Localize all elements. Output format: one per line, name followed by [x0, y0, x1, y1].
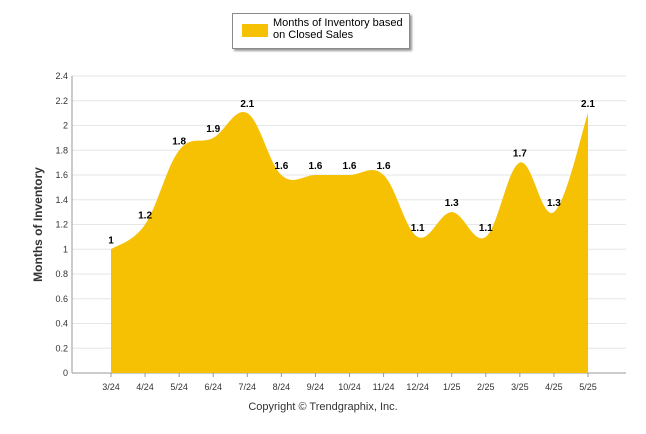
- data-label: 1: [108, 235, 114, 246]
- data-label: 1.6: [343, 161, 357, 172]
- data-label: 1.1: [479, 223, 493, 234]
- y-tick-label: 0.8: [55, 269, 68, 279]
- y-tick-label: 2.4: [55, 71, 68, 81]
- data-label: 1.6: [308, 161, 322, 172]
- legend-swatch: [242, 24, 268, 37]
- data-label: 1.6: [274, 161, 288, 172]
- y-tick-label: 0.4: [55, 319, 68, 329]
- data-label: 2.1: [240, 99, 254, 110]
- x-tick-label: 8/24: [273, 382, 291, 392]
- x-tick-label: 4/25: [545, 382, 563, 392]
- x-tick-label: 7/24: [239, 382, 257, 392]
- x-tick-label: 10/24: [338, 382, 361, 392]
- copyright-footer: Copyright © Trendgraphix, Inc.: [248, 401, 398, 413]
- y-tick-label: 1.4: [55, 195, 68, 205]
- data-label: 1.9: [206, 124, 220, 135]
- x-tick-label: 12/24: [406, 382, 429, 392]
- y-tick-label: 2: [63, 121, 68, 131]
- x-tick-label: 5/24: [170, 382, 188, 392]
- y-axis-title: Months of Inventory: [31, 167, 45, 282]
- y-tick-label: 1.2: [55, 220, 68, 230]
- legend: Months of Inventory based on Closed Sale…: [232, 13, 410, 49]
- data-label: 1.1: [411, 223, 425, 234]
- data-label: 1.2: [138, 211, 152, 222]
- data-label: 1.7: [513, 149, 527, 160]
- x-tick-label: 9/24: [307, 382, 325, 392]
- y-tick-label: 1.6: [55, 170, 68, 180]
- x-tick-label: 3/25: [511, 382, 529, 392]
- area-chart: 0 0.2 0.4 0.6 0.8 1 1.2 1.4 1.6 1.8 2 2.2 2.4 3/24 4/2…: [31, 71, 626, 392]
- y-tick-label: 0: [63, 368, 68, 378]
- x-tick-label: 6/24: [204, 382, 222, 392]
- y-tick-label: 0.6: [55, 294, 68, 304]
- legend-label: Months of Inventory based on Closed Sale…: [273, 17, 403, 41]
- data-label: 1.6: [377, 161, 391, 172]
- y-tick-label: 0.2: [55, 343, 68, 353]
- data-label: 2.1: [581, 99, 595, 110]
- x-tick-label: 3/24: [102, 382, 120, 392]
- x-tick-label: 5/25: [579, 382, 597, 392]
- x-tick-label: 4/24: [136, 382, 154, 392]
- x-tick-label: 2/25: [477, 382, 495, 392]
- x-tick-label: 11/24: [373, 382, 395, 392]
- data-label: 1.3: [445, 198, 459, 209]
- data-label: 1.3: [547, 198, 561, 209]
- y-tick-label: 1.8: [55, 145, 68, 155]
- data-label: 1.8: [172, 136, 186, 147]
- series-area: [111, 111, 588, 373]
- y-tick-label: 1: [63, 244, 68, 254]
- x-tick-label: 1/25: [443, 382, 461, 392]
- y-tick-label: 2.2: [55, 96, 68, 106]
